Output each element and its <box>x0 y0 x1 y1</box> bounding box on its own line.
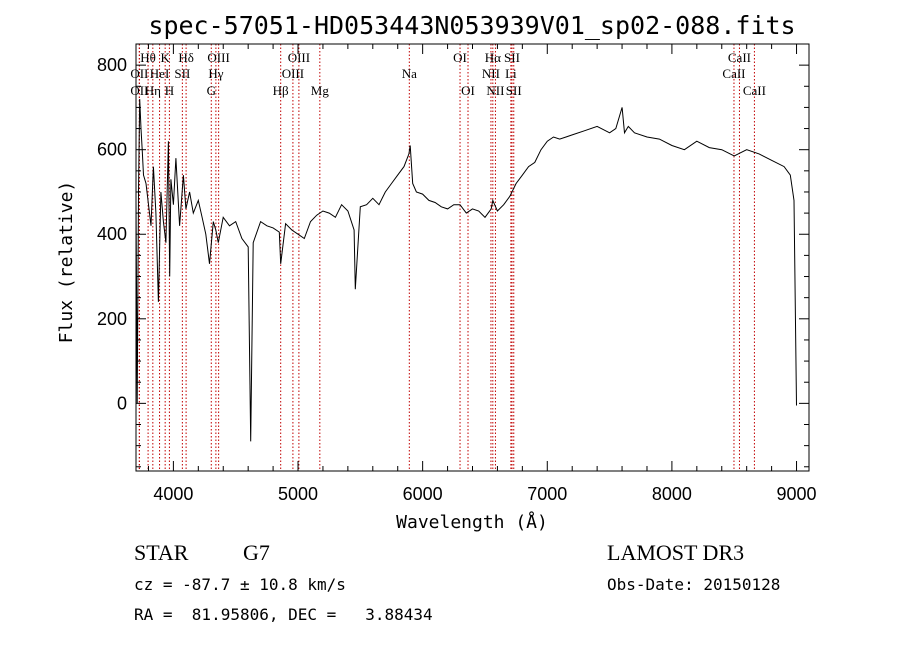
line-marker-label-11: G <box>207 83 216 98</box>
x-axis-label: Wavelength (Å) <box>396 511 548 533</box>
spectral-subclass: G7 <box>243 540 270 565</box>
line-marker-label-6: H <box>165 83 174 98</box>
line-marker-label-7: SII <box>174 66 190 81</box>
line-marker-label-22: SII <box>504 50 520 65</box>
line-marker-label-20: NII <box>482 66 500 81</box>
emission-line-markers <box>138 44 755 471</box>
line-marker-label-8: Hδ <box>178 50 194 65</box>
line-marker-label-5: K <box>160 50 170 65</box>
line-marker-label-19: Hα <box>485 50 501 65</box>
y-tick-label-4: 800 <box>97 55 127 75</box>
line-marker-label-2: OII <box>130 83 148 98</box>
y-axis-ticks: 0 200 400 600 800 <box>97 43 809 468</box>
line-marker-label-24: SII <box>506 83 522 98</box>
spectrum-line <box>135 98 797 442</box>
line-marker-label-9: OIII <box>207 50 229 65</box>
x-tick-label-3: 7000 <box>527 484 567 504</box>
chart-title: spec-57051-HD053443N053939V01_sp02-088.f… <box>148 11 795 40</box>
y-tick-label-3: 600 <box>97 140 127 160</box>
redshift-velocity: cz = -87.7 ± 10.8 km/s <box>134 575 346 594</box>
y-tick-label-1: 200 <box>97 309 127 329</box>
line-marker-label-3: Hη <box>145 83 161 98</box>
line-marker-label-21: NII <box>486 83 504 98</box>
object-class: STAR <box>134 540 189 565</box>
plot-frame <box>135 43 810 472</box>
x-tick-label-1: 5000 <box>278 484 318 504</box>
y-tick-label-2: 400 <box>97 224 127 244</box>
line-marker-label-26: CaII <box>722 66 745 81</box>
line-marker-label-4: HeI <box>150 66 170 81</box>
line-marker-label-14: OIII <box>282 66 304 81</box>
line-marker-label-16: Na <box>402 66 417 81</box>
x-tick-label-4: 8000 <box>652 484 692 504</box>
y-tick-label-0: 0 <box>117 393 127 413</box>
line-marker-label-15: Mg <box>311 83 330 98</box>
survey-name: LAMOST DR3 <box>607 540 744 565</box>
y-axis-label: Flux (relative) <box>56 181 77 344</box>
line-marker-label-18: OI <box>461 83 475 98</box>
line-marker-label-1: OII <box>130 66 148 81</box>
line-marker-label-25: CaII <box>728 50 751 65</box>
line-marker-label-10: Hγ <box>208 66 223 81</box>
line-marker-label-13: OIII <box>288 50 310 65</box>
observation-date: Obs-Date: 20150128 <box>607 575 780 594</box>
line-marker-label-23: Li <box>505 66 517 81</box>
line-marker-label-17: OI <box>453 50 467 65</box>
x-tick-label-2: 6000 <box>403 484 443 504</box>
line-marker-label-0: Hθ <box>140 50 156 65</box>
x-tick-label-0: 4000 <box>153 484 193 504</box>
line-marker-label-27: CaII <box>743 83 766 98</box>
line-marker-label-12: Hβ <box>273 83 289 98</box>
x-axis-ticks: 4000 5000 6000 7000 8000 9000 <box>147 44 817 504</box>
coordinates: RA = 81.95806, DEC = 3.88434 <box>134 605 433 624</box>
x-tick-label-5: 9000 <box>777 484 817 504</box>
